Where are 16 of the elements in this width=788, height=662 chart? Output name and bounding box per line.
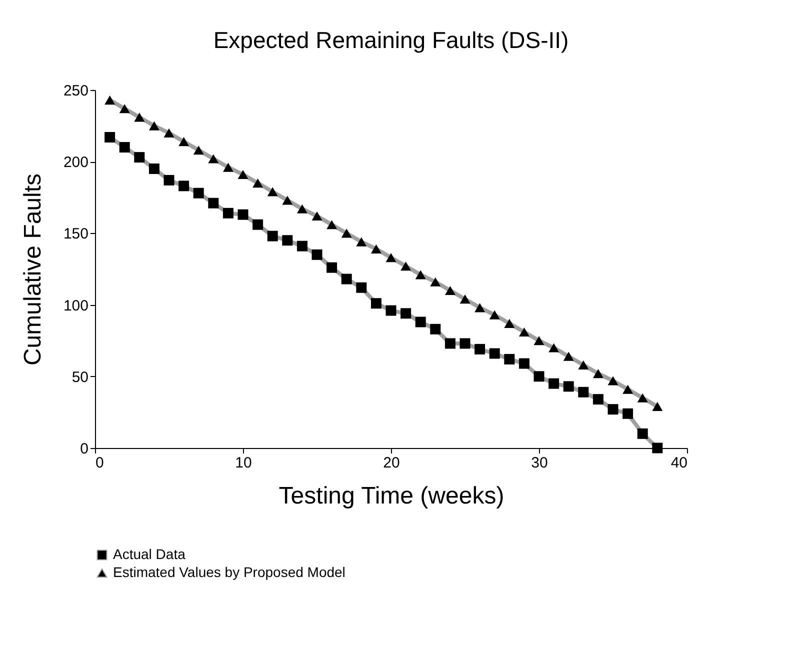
chart-title: Expected Remaining Faults (DS-II) xyxy=(213,27,569,53)
x-axis-title: Testing Time (weeks) xyxy=(278,482,504,510)
x-tick-label: 20 xyxy=(383,454,400,472)
y-tick-label: 200 xyxy=(63,154,88,172)
y-tick-label: 250 xyxy=(63,82,88,100)
x-tick-label: 40 xyxy=(670,454,688,472)
y-tick-label: 100 xyxy=(63,297,88,314)
y-tick-label: 0 xyxy=(80,440,88,458)
y-tick-label: 150 xyxy=(63,226,88,243)
x-tick-label: 10 xyxy=(235,454,252,472)
x-tick-label: 30 xyxy=(531,454,548,472)
y-tick-label: 50 xyxy=(72,368,88,386)
x-tick-label: 0 xyxy=(96,454,104,472)
y-axis-title: Cumulative Faults xyxy=(19,173,46,366)
legend-label: Actual Data xyxy=(113,546,186,562)
legend-label: Estimated Values by Proposed Model xyxy=(113,564,346,580)
